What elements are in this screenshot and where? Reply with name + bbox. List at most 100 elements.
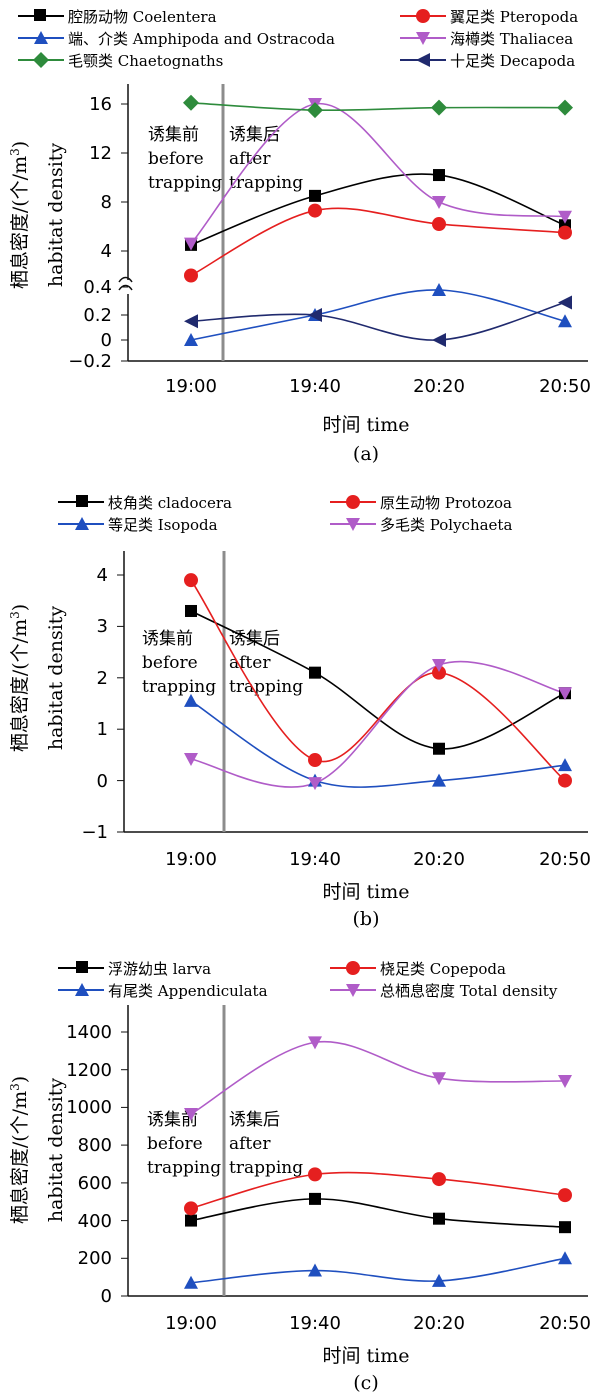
data-point-a-0-1: [309, 189, 321, 202]
chart-c-annotation: 诱集前 before trapping 诱集后 after trapping: [147, 1110, 303, 1178]
y-tick-label: −1: [81, 822, 108, 843]
data-point-b-0-1: [309, 666, 321, 679]
legend-entry-c-1: 桡足类 Copepoda: [330, 960, 506, 978]
svg-text:after: after: [229, 149, 271, 169]
data-point-a-1-1: [308, 203, 322, 218]
chart-a-x-axis-label: 时间 time: [322, 414, 409, 436]
svg-text:诱集后: 诱集后: [229, 629, 280, 649]
chart-c-axes: 1400 1200 1000 800 600 400 200 0: [66, 1005, 588, 1307]
svg-text:trapping: trapping: [148, 173, 222, 193]
svg-text:端、介类 Amphipoda and Ostracoda: 端、介类 Amphipoda and Ostracoda: [68, 30, 335, 48]
chart-c-y-axis-label-en: habitat density: [45, 1078, 67, 1223]
y-tick-label: 1: [97, 719, 108, 740]
x-tick-label: 19:40: [289, 376, 341, 397]
data-point-b-1-3: [558, 773, 572, 788]
data-point-b-3-1: [308, 777, 322, 791]
chart-b-y-axis-title: 栖息密度/(个/m3): [8, 604, 31, 752]
series-line-b-3: [190, 660, 566, 788]
chart-b-axes: 4 3 2 1 0 −1: [81, 551, 588, 843]
y-tick-label: 0: [101, 330, 112, 351]
legend-entry-c-3: 总栖息密度 Total density: [330, 982, 558, 1000]
data-point-a-3-3: [558, 210, 572, 224]
y-tick-label: 8: [101, 192, 112, 213]
y-tick-label: 1000: [66, 1097, 112, 1118]
series-line-b-0: [190, 610, 566, 750]
legend-entry-b-0: 枝角类 cladocera: [58, 494, 232, 512]
svg-text:总栖息密度 Total density: 总栖息密度 Total density: [380, 982, 558, 1000]
chart-c-plot-area: [184, 1036, 572, 1289]
data-point-a-3-2: [432, 196, 446, 209]
chart-b-legend: 枝角类 cladocera 等足类 Isopoda 原生动物 Protozoa …: [58, 494, 512, 534]
x-tick-label: 20:20: [413, 849, 465, 870]
y-tick-label: −0.2: [68, 351, 112, 372]
data-point-a-1-2: [432, 217, 446, 232]
y-tick-label: 600: [78, 1173, 112, 1194]
svg-text:诱集后: 诱集后: [229, 1110, 280, 1130]
data-point-b-1-0: [184, 573, 198, 588]
data-point-c-1-1: [308, 1167, 322, 1182]
svg-text:有尾类 Appendiculata: 有尾类 Appendiculata: [108, 982, 268, 1000]
svg-text:翼足类 Pteropoda: 翼足类 Pteropoda: [450, 8, 578, 26]
series-line-b-1: [190, 579, 566, 782]
data-point-c-1-3: [558, 1188, 572, 1203]
chart-b-x-axis-label: 时间 time: [322, 881, 409, 903]
data-point-a-2-3: [558, 314, 572, 328]
data-point-c-0-0: [185, 1214, 197, 1227]
legend-entry-b-2: 等足类 Isopoda: [58, 516, 218, 534]
y-tick-label: 16: [89, 94, 112, 115]
chart-c-y-axis-title: 栖息密度/(个/m3): [8, 1076, 31, 1224]
data-point-a-4-2: [431, 99, 447, 116]
series-line-c-0: [190, 1198, 566, 1228]
data-point-a-4-0: [183, 94, 199, 111]
svg-text:after: after: [229, 653, 271, 673]
y-tick-label: 0.4: [83, 277, 112, 298]
y-tick-label: 3: [97, 616, 108, 637]
chart-a-legend: 腔肠动物 Coelentera 端、介类 Amphipoda and Ostra…: [18, 8, 578, 70]
chart-a-panel-label: (a): [353, 443, 379, 465]
svg-text:诱集前: 诱集前: [142, 629, 193, 649]
chart-a-y-axis-label-cn: 栖息密度/(个/m3): [8, 141, 31, 289]
data-point-c-0-3: [559, 1221, 571, 1234]
chart-a-plot-area: [183, 94, 573, 347]
y-tick-label: 1400: [66, 1022, 112, 1043]
series-line-a-5: [190, 301, 566, 341]
series-line-a-1: [190, 207, 566, 277]
svg-text:trapping: trapping: [229, 173, 303, 193]
chart-c-panel-label: (c): [353, 1372, 378, 1394]
chart-b-x-ticks: 19:00 19:40 20:20 20:50: [165, 849, 591, 870]
data-point-c-1-2: [432, 1172, 446, 1187]
data-point-c-3-1: [308, 1036, 322, 1050]
series-line-a-2: [190, 289, 566, 341]
y-tick-label: 2: [97, 668, 108, 689]
chart-b-svg: 枝角类 cladocera 等足类 Isopoda 原生动物 Protozoa …: [8, 494, 591, 930]
data-point-c-1-0: [184, 1201, 198, 1216]
data-point-b-0-0: [185, 604, 197, 617]
y-tick-label: 1200: [66, 1060, 112, 1081]
data-point-b-3-0: [184, 753, 198, 767]
svg-text:诱集前: 诱集前: [147, 1110, 198, 1130]
series-line-b-2: [190, 700, 566, 788]
axis-break-mark: [118, 276, 133, 291]
series-line-a-3: [190, 103, 566, 245]
y-tick-label: 4: [97, 565, 108, 586]
series-line-c-1: [190, 1171, 566, 1210]
data-point-c-2-2: [432, 1273, 446, 1287]
y-tick-label: 0: [97, 771, 108, 792]
data-point-a-0-2: [433, 169, 445, 182]
svg-text:before: before: [147, 1134, 203, 1154]
svg-text:before: before: [142, 653, 198, 673]
data-point-c-0-1: [309, 1192, 321, 1205]
chart-panel-b: 枝角类 cladocera 等足类 Isopoda 原生动物 Protozoa …: [0, 488, 593, 932]
chart-b-panel-label: (b): [353, 908, 380, 930]
chart-a-svg: 腔肠动物 Coelentera 端、介类 Amphipoda and Ostra…: [8, 8, 591, 465]
chart-c-legend: 浮游幼虫 larva 有尾类 Appendiculata 桡足类 Copepod…: [58, 960, 558, 1000]
svg-text:枝角类 cladocera: 枝角类 cladocera: [108, 494, 232, 512]
svg-text:原生动物 Protozoa: 原生动物 Protozoa: [380, 494, 512, 512]
y-tick-label: 0: [101, 1286, 112, 1307]
svg-text:after: after: [229, 1134, 271, 1154]
svg-text:毛颚类 Chaetognaths: 毛颚类 Chaetognaths: [68, 52, 223, 70]
data-point-a-5-2: [432, 333, 446, 347]
svg-text:trapping: trapping: [229, 1158, 303, 1178]
legend-entry-b-1: 原生动物 Protozoa: [330, 494, 512, 512]
data-point-a-4-3: [557, 99, 573, 116]
